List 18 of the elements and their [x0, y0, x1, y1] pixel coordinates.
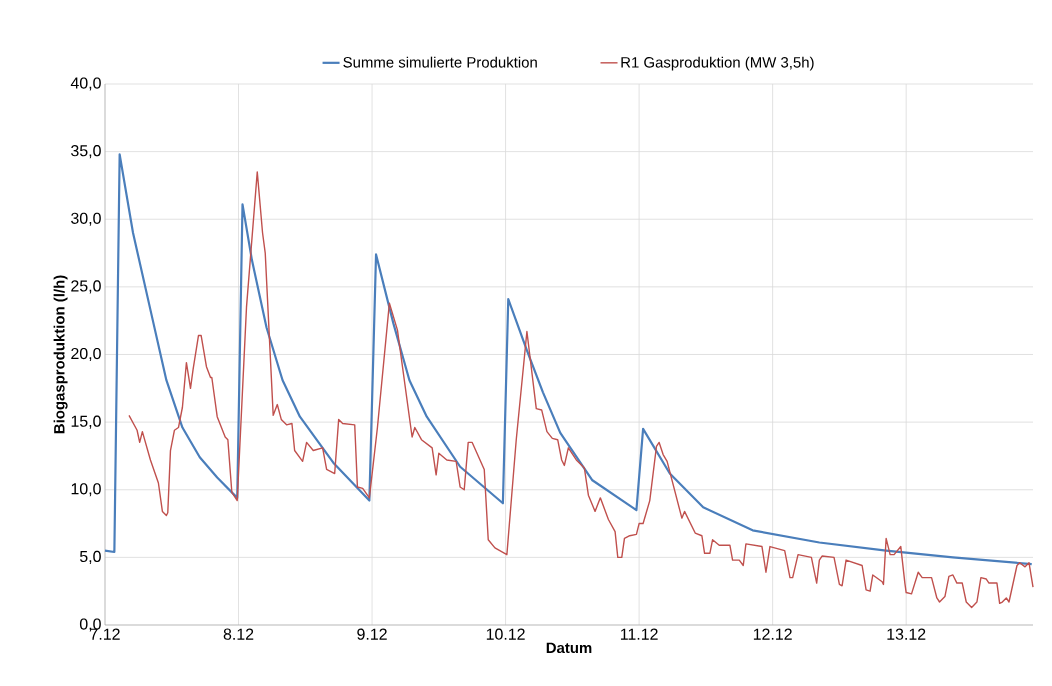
x-axis-title: Datum [546, 642, 592, 654]
x-tick-label: 12.12 [753, 628, 792, 640]
y-tick-label: 25,0 [71, 280, 101, 294]
x-tick-label: 10.12 [486, 628, 525, 640]
legend-label: Summe simulierte Produktion [343, 56, 537, 68]
y-axis-title: Biogasproduktion (l/h) [53, 275, 68, 434]
x-tick-label: 8.12 [223, 628, 254, 640]
x-tick-label: 13.12 [887, 628, 926, 640]
y-tick-label: 20,0 [71, 347, 101, 362]
y-tick-label: 30,0 [71, 212, 101, 226]
y-tick-label: 10,0 [71, 483, 101, 497]
y-tick-label: 15,0 [71, 415, 101, 429]
y-tick-label: 35,0 [71, 145, 101, 159]
x-tick-label: 9.12 [357, 628, 387, 640]
x-tick-label: 11.12 [620, 628, 658, 640]
y-tick-label: 40,0 [70, 77, 101, 91]
legend-label: R1 Gasproduktion (MW 3,5h) [621, 56, 814, 71]
y-tick-label: 5,0 [79, 550, 101, 564]
